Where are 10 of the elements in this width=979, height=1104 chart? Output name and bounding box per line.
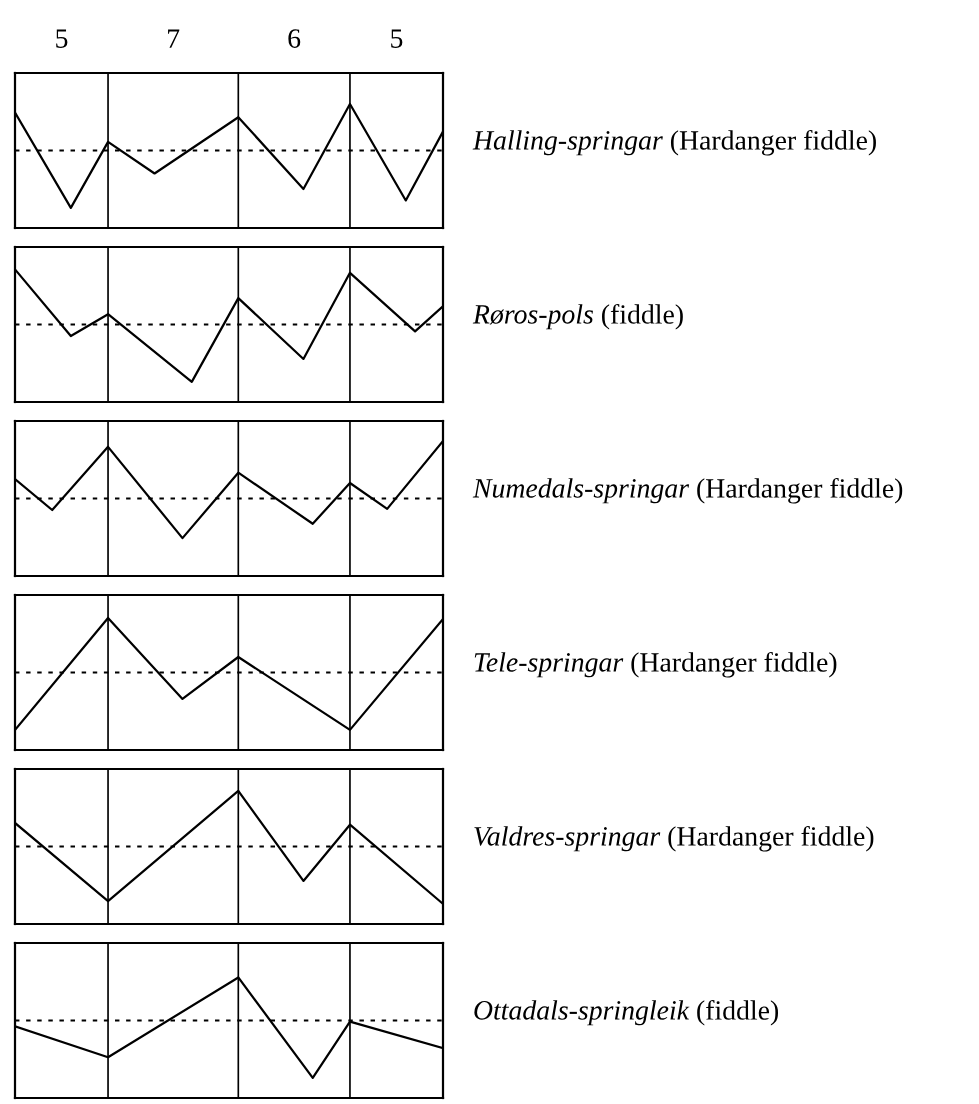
series-label: Ottadals-springleik (fiddle) bbox=[474, 1000, 779, 1026]
text: 5 bbox=[391, 29, 403, 48]
text: 6 bbox=[288, 29, 301, 48]
text: 7 bbox=[168, 29, 180, 48]
series-label: Tele-springar (Hardanger fiddle) bbox=[474, 651, 837, 678]
text: Valdres-springar (Hardanger fiddle) bbox=[474, 825, 874, 852]
series-label: Halling-springar (Hardanger fiddle) bbox=[472, 129, 876, 156]
series-label: Numedals-springar (Hardanger fiddle) bbox=[472, 477, 903, 504]
text: 5 bbox=[56, 29, 68, 48]
series-label: Røros-pols (fiddle) bbox=[472, 304, 683, 330]
